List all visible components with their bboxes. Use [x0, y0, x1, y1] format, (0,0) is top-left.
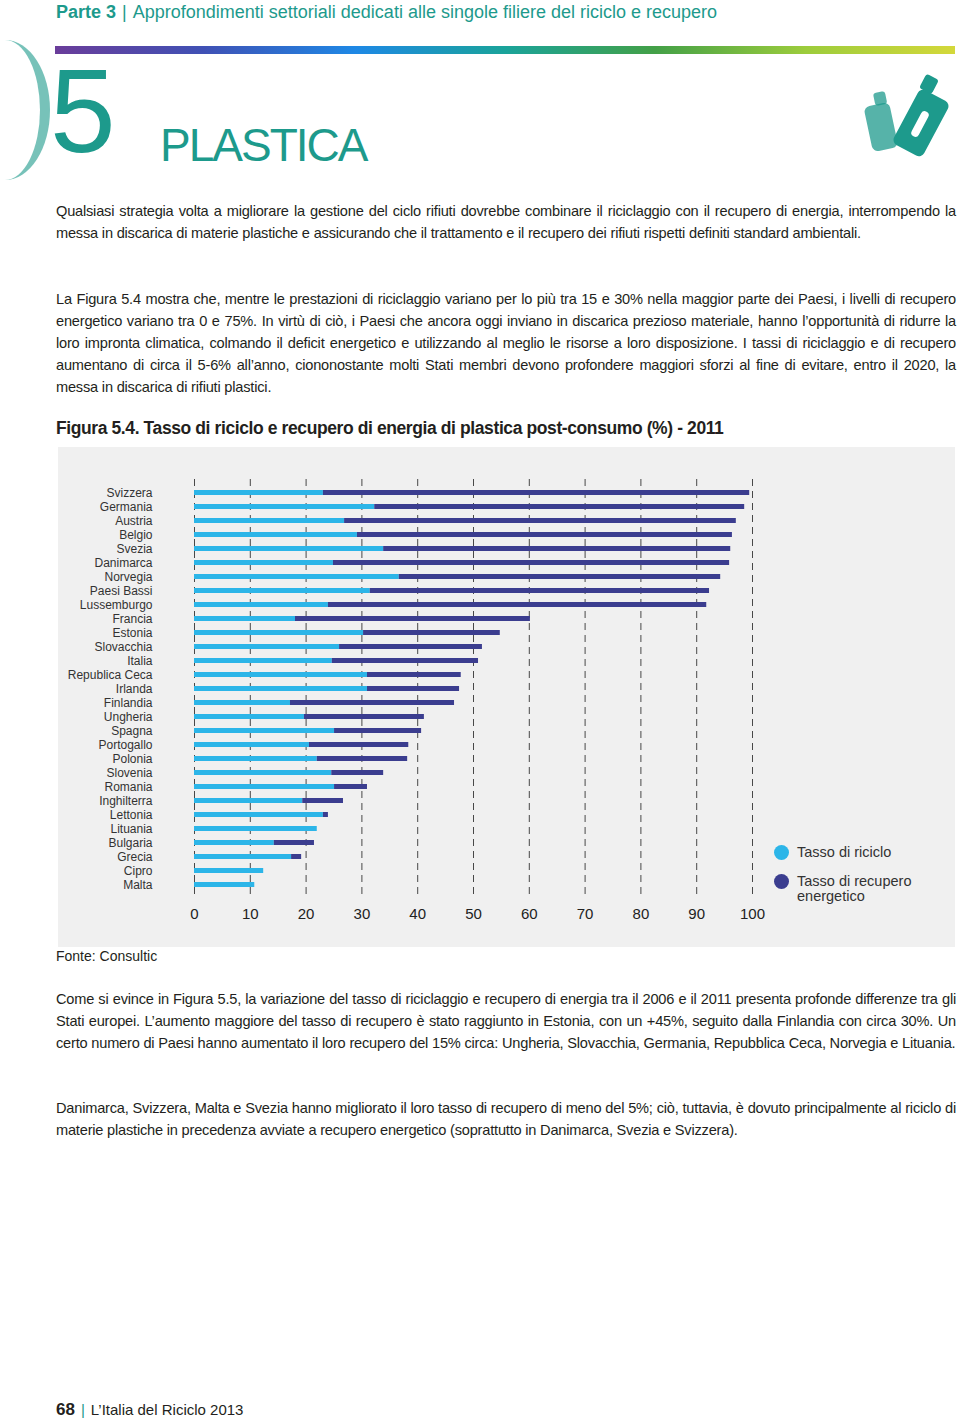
svg-text:Danimarca: Danimarca	[94, 556, 152, 570]
svg-text:40: 40	[409, 905, 426, 922]
svg-text:Republica Ceca: Republica Ceca	[68, 668, 153, 682]
svg-text:20: 20	[298, 905, 315, 922]
svg-text:Ungheria: Ungheria	[104, 710, 153, 724]
svg-text:Norvegia: Norvegia	[104, 570, 152, 584]
html-text:Qualsiasi strategia volta a mi: Qualsiasi strategia volta a migliorare l…	[56, 203, 956, 241]
svg-text:Grecia: Grecia	[117, 850, 153, 864]
svg-text:10: 10	[242, 905, 259, 922]
html-text:Come si evince in Figura 5.5,: Come si evince in Figura 5.5, la variazi…	[56, 991, 956, 1051]
svg-text:Svizzera: Svizzera	[106, 486, 152, 500]
html-text:68 | L’Italia del Riciclo 2013: 68 | L’Italia del Riciclo 2013	[56, 1400, 244, 1419]
svg-text:Estonia: Estonia	[112, 626, 152, 640]
svg-text:70: 70	[577, 905, 594, 922]
svg-text:Slovacchia: Slovacchia	[94, 640, 152, 654]
svg-text:Belgio: Belgio	[119, 528, 153, 542]
html-text:Tasso di riciclo: Tasso di riciclo	[797, 844, 892, 860]
html-text:Parte 3 | Approfondimenti sett: Parte 3 | Approfondimenti settoriali ded…	[56, 2, 717, 22]
svg-text:Inghilterra: Inghilterra	[99, 794, 153, 808]
svg-text:Lituania: Lituania	[110, 822, 152, 836]
svg-text:50: 50	[465, 905, 482, 922]
html-text:Danimarca, Svizzera, Malta e S: Danimarca, Svizzera, Malta e Svezia hann…	[56, 1100, 956, 1138]
svg-text:Germania: Germania	[100, 500, 153, 514]
svg-text:100: 100	[740, 905, 765, 922]
html-text:5: 5	[50, 45, 112, 177]
svg-text:Francia: Francia	[112, 612, 152, 626]
svg-text:Cipro: Cipro	[124, 864, 153, 878]
svg-text:Paesi Bassi: Paesi Bassi	[90, 584, 153, 598]
svg-text:Slovenia: Slovenia	[106, 766, 152, 780]
svg-text:Polonia: Polonia	[112, 752, 152, 766]
svg-text:Romania: Romania	[104, 780, 152, 794]
html-text:Fonte: Consultic: Fonte: Consultic	[56, 948, 158, 964]
html-text:Tasso di recupero energetico: Tasso di recupero energetico	[797, 873, 912, 904]
svg-text:30: 30	[354, 905, 371, 922]
svg-text:80: 80	[633, 905, 650, 922]
svg-text:Irlanda: Irlanda	[116, 682, 153, 696]
svg-text:Lussemburgo: Lussemburgo	[80, 598, 153, 612]
svg-text:0: 0	[190, 905, 198, 922]
svg-text:Portogallo: Portogallo	[98, 738, 152, 752]
svg-text:Finlandia: Finlandia	[104, 696, 153, 710]
svg-text:90: 90	[688, 905, 705, 922]
html-text:PLASTICA: PLASTICA	[160, 119, 367, 171]
svg-text:60: 60	[521, 905, 538, 922]
svg-text:Italia: Italia	[127, 654, 153, 668]
html-text:La Figura 5.4 mostra che, ment: La Figura 5.4 mostra che, mentre le pres…	[56, 291, 956, 395]
html-text:Figura 5.4. Tasso di riciclo e: Figura 5.4. Tasso di riciclo e recupero …	[56, 418, 724, 438]
svg-text:Bulgaria: Bulgaria	[108, 836, 152, 850]
svg-text:Svezia: Svezia	[116, 542, 152, 556]
svg-text:Austria: Austria	[115, 514, 153, 528]
svg-text:Lettonia: Lettonia	[110, 808, 153, 822]
svg-text:Malta: Malta	[123, 878, 153, 892]
svg-text:Spagna: Spagna	[111, 724, 153, 738]
